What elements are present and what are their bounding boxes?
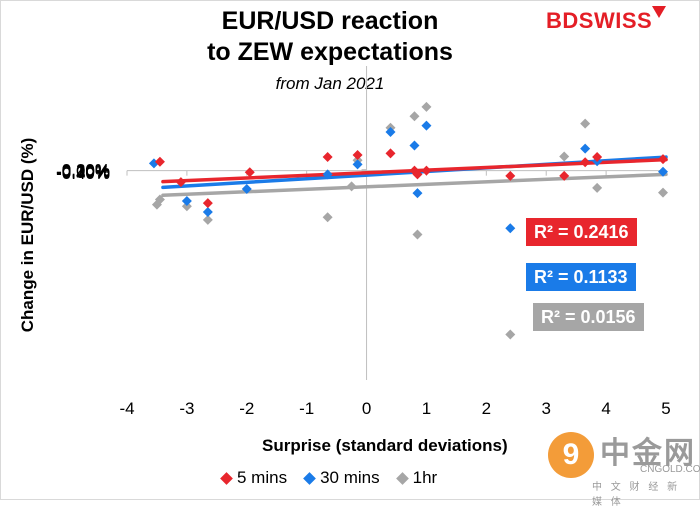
data-point-30-mins — [580, 143, 591, 154]
legend-item-30-mins: 30 mins — [303, 468, 380, 488]
legend-label-30-mins: 30 mins — [320, 468, 380, 487]
data-point-5-mins — [505, 170, 516, 181]
r2-label-1hr: R² = 0.0156 — [533, 303, 644, 331]
chart-title-line-1: EUR/USD reaction — [221, 7, 439, 35]
y-tick-label: -0.20% — [56, 163, 110, 182]
data-point-1hr — [421, 101, 432, 112]
data-point-1hr — [409, 111, 420, 122]
legend-marker-5-mins — [220, 471, 233, 485]
data-point-5-mins — [154, 156, 165, 167]
data-point-1hr — [322, 212, 333, 223]
data-point-5-mins — [658, 154, 669, 165]
data-point-30-mins — [241, 183, 252, 194]
data-point-1hr — [658, 187, 669, 198]
data-point-30-mins — [412, 188, 423, 199]
data-point-5-mins — [175, 177, 186, 188]
x-tick-label: 0 — [362, 399, 371, 418]
data-point-30-mins — [658, 166, 669, 177]
cngold-url: CNGOLD.COM — [640, 464, 700, 475]
data-point-1hr — [580, 118, 591, 129]
data-point-1hr — [181, 201, 192, 212]
data-point-30-mins — [409, 140, 420, 151]
legend-marker-1hr — [395, 471, 409, 485]
r2-label-30-mins: R² = 0.1133 — [526, 263, 636, 291]
data-point-5-mins — [592, 152, 603, 163]
data-point-1hr — [202, 214, 213, 225]
logo-triangle-icon — [652, 6, 667, 18]
x-tick-label: -1 — [299, 399, 314, 418]
r2-label-5-mins: R² = 0.2416 — [526, 218, 637, 246]
chart-title-line-2: to ZEW expectations — [207, 38, 453, 66]
x-tick-label: 5 — [661, 399, 670, 418]
cngold-name: 中金网 — [600, 437, 696, 470]
data-point-5-mins — [202, 198, 213, 209]
data-point-1hr — [346, 181, 357, 192]
data-point-5-mins — [412, 169, 423, 180]
bdswiss-logo: BDSWISS — [546, 6, 667, 34]
data-point-30-mins — [385, 126, 396, 137]
data-point-5-mins — [352, 149, 363, 160]
legend-label-1hr: 1hr — [412, 468, 438, 487]
cngold-watermark: 9 中金网 CNGOLD.COM 中 文 财 经 新 媒 体 — [548, 428, 700, 508]
x-tick-label: 2 — [482, 399, 491, 418]
data-point-5-mins — [244, 167, 255, 178]
data-point-5-mins — [580, 157, 591, 168]
data-point-1hr — [505, 329, 516, 340]
y-tick-label: -0.10% — [56, 162, 110, 181]
data-point-1hr — [412, 229, 423, 240]
x-tick-label: -2 — [239, 399, 254, 418]
x-tick-label: -4 — [119, 399, 134, 418]
data-point-30-mins — [181, 196, 192, 207]
data-point-1hr — [592, 182, 603, 193]
x-tick-label: 1 — [422, 399, 431, 418]
x-tick-label: -3 — [179, 399, 194, 418]
cngold-tagline: 中 文 财 经 新 媒 体 — [592, 482, 681, 508]
y-tick-label: -0.40% — [56, 164, 110, 183]
x-tick-label: 4 — [601, 399, 610, 418]
logo-text: BDSWISS — [546, 8, 653, 33]
x-tick-label: 3 — [541, 399, 550, 418]
data-point-5-mins — [322, 152, 333, 163]
legend-item-1hr: 1hr — [395, 468, 438, 488]
data-point-1hr — [154, 194, 165, 205]
data-point-5-mins — [559, 170, 570, 181]
chart-subtitle: from Jan 2021 — [275, 74, 385, 93]
data-point-30-mins — [352, 159, 363, 170]
y-tick-label: -0.30% — [56, 163, 110, 182]
chart-legend: 5 mins 30 mins 1hr — [220, 468, 438, 488]
data-point-30-mins — [322, 169, 333, 180]
data-point-30-mins — [505, 223, 516, 234]
legend-marker-30-mins — [303, 471, 316, 485]
data-point-30-mins — [421, 120, 432, 131]
cngold-logo-icon: 9 — [548, 432, 594, 478]
data-point-5-mins — [421, 165, 432, 176]
y-tick-label: 0.10% — [62, 161, 110, 180]
chart-title: EUR/USD reaction to ZEW expectations — [130, 6, 530, 68]
x-axis-label: Surprise (standard deviations) — [262, 436, 508, 455]
y-tick-label: 0.20% — [62, 161, 110, 180]
data-point-1hr — [559, 151, 570, 162]
data-point-5-mins — [385, 148, 396, 159]
data-point-30-mins — [202, 207, 213, 218]
y-tick-label: 0.00% — [62, 162, 110, 181]
legend-label-5-mins: 5 mins — [237, 468, 288, 487]
legend-item-5-mins: 5 mins — [220, 468, 288, 488]
